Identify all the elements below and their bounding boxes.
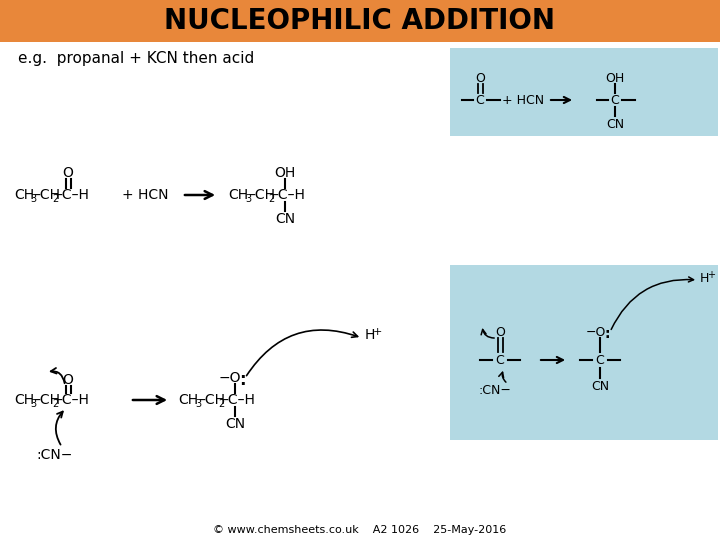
Bar [450, 265, 718, 440]
Text: 2: 2 [218, 399, 224, 409]
Text: NUCLEOPHILIC ADDITION: NUCLEOPHILIC ADDITION [164, 7, 556, 35]
Text: –C–H: –C–H [271, 188, 305, 202]
Text: C: C [611, 93, 619, 106]
Text: CN: CN [606, 118, 624, 131]
Text: 2: 2 [52, 194, 58, 204]
Text: 3: 3 [30, 399, 36, 409]
Text: CH: CH [228, 188, 248, 202]
Text: CH: CH [178, 393, 198, 407]
Text: −O: −O [586, 326, 606, 339]
Text: 3: 3 [195, 399, 201, 409]
Text: + HCN: + HCN [502, 93, 544, 106]
FancyArrowPatch shape [56, 411, 63, 444]
Text: +: + [373, 327, 382, 337]
FancyArrowPatch shape [611, 277, 693, 329]
Text: CN: CN [225, 417, 245, 431]
Text: :: : [604, 327, 610, 341]
Text: O: O [63, 166, 73, 180]
Text: H: H [700, 272, 709, 285]
FancyArrowPatch shape [50, 368, 65, 383]
Text: –C–H: –C–H [55, 393, 89, 407]
Bar [0, 0, 720, 42]
Text: CH: CH [14, 393, 34, 407]
Text: :CN−: :CN− [479, 383, 511, 396]
Bar [450, 48, 718, 136]
Text: CN: CN [275, 212, 295, 226]
Text: © www.chemsheets.co.uk    A2 1026    25-May-2016: © www.chemsheets.co.uk A2 1026 25-May-20… [213, 525, 507, 535]
FancyArrowPatch shape [481, 329, 494, 338]
Text: –CH: –CH [33, 188, 60, 202]
Text: :: : [239, 371, 246, 389]
Text: C: C [476, 93, 485, 106]
Text: C: C [495, 354, 505, 367]
Text: OH: OH [274, 166, 296, 180]
Text: H: H [365, 328, 375, 342]
Text: + HCN: + HCN [122, 188, 168, 202]
Text: 3: 3 [30, 194, 36, 204]
Text: 3: 3 [245, 194, 251, 204]
Text: O: O [63, 373, 73, 387]
Text: −O: −O [219, 371, 241, 385]
Text: :CN−: :CN− [37, 448, 73, 462]
FancyArrowPatch shape [499, 372, 506, 382]
Text: OH: OH [606, 71, 625, 84]
Text: O: O [475, 71, 485, 84]
Text: CH: CH [14, 188, 34, 202]
Text: O: O [495, 326, 505, 339]
FancyArrowPatch shape [246, 330, 358, 376]
Text: C: C [595, 354, 604, 367]
Text: –CH: –CH [33, 393, 60, 407]
Text: +: + [707, 270, 715, 280]
Text: –CH: –CH [248, 188, 275, 202]
Text: –CH: –CH [198, 393, 225, 407]
Text: CN: CN [591, 380, 609, 393]
Text: –C–H: –C–H [55, 188, 89, 202]
Text: e.g.  propanal + KCN then acid: e.g. propanal + KCN then acid [18, 51, 254, 65]
Text: 2: 2 [268, 194, 274, 204]
Text: –C–H: –C–H [221, 393, 255, 407]
Text: 2: 2 [52, 399, 58, 409]
